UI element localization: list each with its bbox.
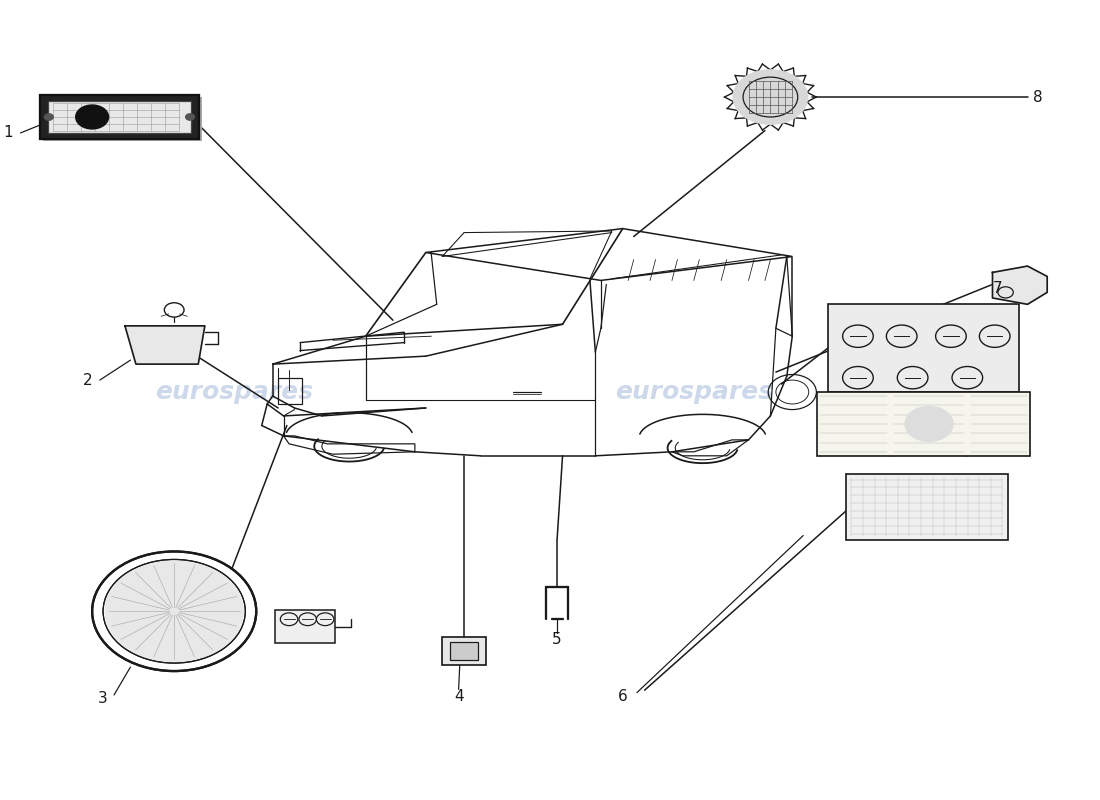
Circle shape (45, 114, 53, 120)
Bar (47, 101, 191, 134)
Polygon shape (992, 266, 1047, 304)
Text: eurospares: eurospares (615, 380, 773, 404)
Text: 7: 7 (992, 281, 1002, 296)
Bar (278, 378, 303, 404)
Bar (442, 637, 486, 666)
Text: 3: 3 (98, 691, 108, 706)
Circle shape (106, 561, 243, 662)
Bar (41, 95, 199, 139)
Circle shape (76, 105, 109, 129)
Text: 5: 5 (552, 632, 562, 646)
Polygon shape (125, 326, 205, 364)
Bar (275, 610, 336, 643)
Bar (44, 98, 202, 142)
Text: 4: 4 (454, 689, 463, 704)
Text: 1: 1 (3, 126, 13, 141)
Text: eurospares: eurospares (155, 380, 314, 404)
Bar (817, 392, 1031, 456)
Bar (450, 642, 478, 660)
Circle shape (734, 70, 807, 124)
Bar (846, 474, 1008, 539)
Circle shape (905, 406, 953, 442)
Text: 2: 2 (82, 373, 92, 387)
Text: 8: 8 (1033, 90, 1043, 105)
Bar (828, 304, 1020, 392)
Text: 6: 6 (618, 689, 628, 704)
Circle shape (186, 114, 195, 120)
